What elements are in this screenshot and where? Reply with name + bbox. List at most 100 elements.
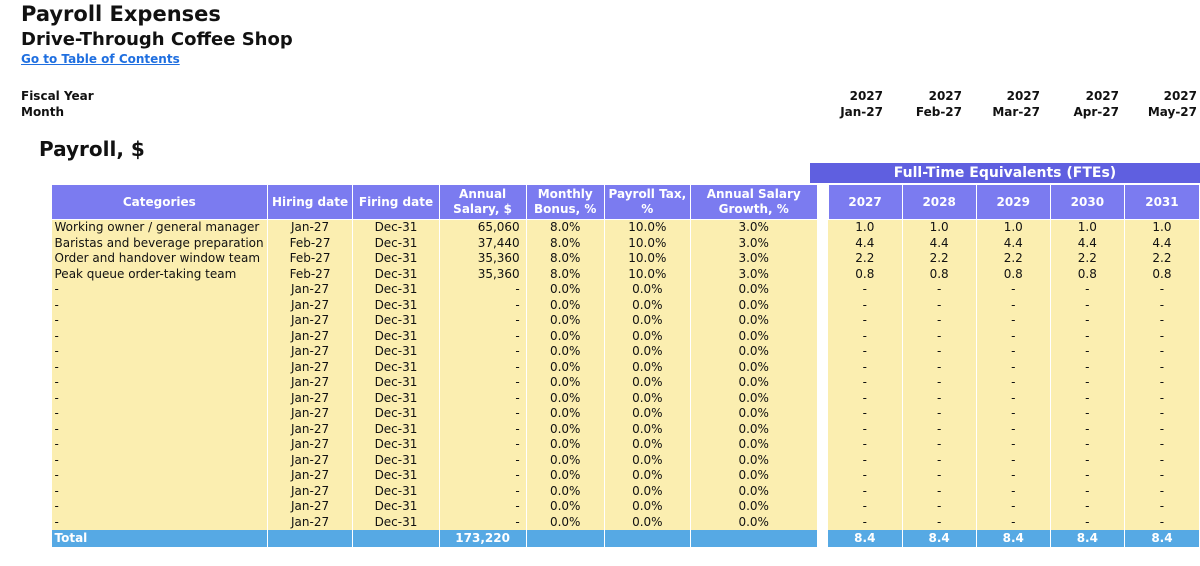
payroll-tax-cell[interactable]: 0.0% — [604, 483, 691, 499]
category-cell[interactable]: - — [51, 406, 268, 422]
category-cell[interactable]: - — [51, 452, 268, 468]
hiring-date-cell[interactable]: Jan-27 — [267, 514, 354, 530]
firing-date-cell[interactable]: Dec-31 — [352, 421, 440, 437]
salary-growth-cell[interactable]: 0.0% — [690, 297, 818, 313]
annual-salary-cell[interactable]: 65,060 — [439, 219, 527, 236]
annual-salary-cell[interactable]: - — [439, 499, 527, 515]
category-cell[interactable]: - — [51, 499, 268, 515]
category-cell[interactable]: - — [51, 390, 268, 406]
annual-salary-cell[interactable]: - — [439, 375, 527, 391]
hiring-date-cell[interactable]: Jan-27 — [267, 282, 354, 298]
annual-salary-cell[interactable]: - — [439, 390, 527, 406]
hiring-date-cell[interactable]: Jan-27 — [267, 297, 354, 313]
salary-growth-cell[interactable]: 3.0% — [690, 219, 818, 236]
firing-date-cell[interactable]: Dec-31 — [352, 235, 440, 251]
salary-growth-cell[interactable]: 3.0% — [690, 266, 818, 282]
payroll-tax-cell[interactable]: 10.0% — [604, 235, 691, 251]
monthly-bonus-cell[interactable]: 8.0% — [526, 235, 605, 251]
category-cell[interactable]: - — [51, 282, 268, 298]
salary-growth-cell[interactable]: 0.0% — [690, 499, 818, 515]
monthly-bonus-cell[interactable]: 0.0% — [526, 452, 605, 468]
salary-growth-cell[interactable]: 3.0% — [690, 235, 818, 251]
annual-salary-cell[interactable]: - — [439, 282, 527, 298]
payroll-tax-cell[interactable]: 0.0% — [604, 421, 691, 437]
payroll-tax-cell[interactable]: 0.0% — [604, 514, 691, 530]
firing-date-cell[interactable]: Dec-31 — [352, 468, 440, 484]
annual-salary-cell[interactable]: - — [439, 313, 527, 329]
annual-salary-cell[interactable]: - — [439, 359, 527, 375]
annual-salary-cell[interactable]: - — [439, 437, 527, 453]
payroll-tax-cell[interactable]: 0.0% — [604, 313, 691, 329]
monthly-bonus-cell[interactable]: 0.0% — [526, 328, 605, 344]
payroll-tax-cell[interactable]: 0.0% — [604, 452, 691, 468]
category-cell[interactable]: Baristas and beverage preparation — [51, 235, 268, 251]
monthly-bonus-cell[interactable]: 0.0% — [526, 468, 605, 484]
category-cell[interactable]: - — [51, 514, 268, 530]
hiring-date-cell[interactable]: Jan-27 — [267, 375, 354, 391]
monthly-bonus-cell[interactable]: 8.0% — [526, 251, 605, 267]
payroll-tax-cell[interactable]: 10.0% — [604, 219, 691, 236]
category-cell[interactable]: - — [51, 297, 268, 313]
monthly-bonus-cell[interactable]: 0.0% — [526, 437, 605, 453]
firing-date-cell[interactable]: Dec-31 — [352, 452, 440, 468]
payroll-tax-cell[interactable]: 0.0% — [604, 297, 691, 313]
firing-date-cell[interactable]: Dec-31 — [352, 282, 440, 298]
monthly-bonus-cell[interactable]: 0.0% — [526, 483, 605, 499]
salary-growth-cell[interactable]: 0.0% — [690, 375, 818, 391]
firing-date-cell[interactable]: Dec-31 — [352, 359, 440, 375]
monthly-bonus-cell[interactable]: 0.0% — [526, 344, 605, 360]
hiring-date-cell[interactable]: Feb-27 — [267, 235, 354, 251]
payroll-tax-cell[interactable]: 0.0% — [604, 499, 691, 515]
category-cell[interactable]: - — [51, 375, 268, 391]
firing-date-cell[interactable]: Dec-31 — [352, 406, 440, 422]
monthly-bonus-cell[interactable]: 8.0% — [526, 266, 605, 282]
category-cell[interactable]: - — [51, 468, 268, 484]
hiring-date-cell[interactable]: Jan-27 — [267, 499, 354, 515]
firing-date-cell[interactable]: Dec-31 — [352, 266, 440, 282]
payroll-tax-cell[interactable]: 0.0% — [604, 359, 691, 375]
payroll-tax-cell[interactable]: 0.0% — [604, 437, 691, 453]
monthly-bonus-cell[interactable]: 0.0% — [526, 514, 605, 530]
hiring-date-cell[interactable]: Jan-27 — [267, 437, 354, 453]
hiring-date-cell[interactable]: Jan-27 — [267, 406, 354, 422]
firing-date-cell[interactable]: Dec-31 — [352, 499, 440, 515]
firing-date-cell[interactable]: Dec-31 — [352, 437, 440, 453]
firing-date-cell[interactable]: Dec-31 — [352, 251, 440, 267]
salary-growth-cell[interactable]: 0.0% — [690, 344, 818, 360]
monthly-bonus-cell[interactable]: 0.0% — [526, 359, 605, 375]
annual-salary-cell[interactable]: 35,360 — [439, 251, 527, 267]
salary-growth-cell[interactable]: 0.0% — [690, 406, 818, 422]
monthly-bonus-cell[interactable]: 0.0% — [526, 297, 605, 313]
firing-date-cell[interactable]: Dec-31 — [352, 344, 440, 360]
category-cell[interactable]: - — [51, 313, 268, 329]
salary-growth-cell[interactable]: 0.0% — [690, 390, 818, 406]
annual-salary-cell[interactable]: - — [439, 468, 527, 484]
firing-date-cell[interactable]: Dec-31 — [352, 328, 440, 344]
toc-link[interactable]: Go to Table of Contents — [21, 52, 180, 66]
salary-growth-cell[interactable]: 0.0% — [690, 437, 818, 453]
annual-salary-cell[interactable]: - — [439, 344, 527, 360]
hiring-date-cell[interactable]: Jan-27 — [267, 344, 354, 360]
monthly-bonus-cell[interactable]: 0.0% — [526, 499, 605, 515]
payroll-tax-cell[interactable]: 10.0% — [604, 266, 691, 282]
category-cell[interactable]: Order and handover window team — [51, 251, 268, 267]
hiring-date-cell[interactable]: Jan-27 — [267, 359, 354, 375]
hiring-date-cell[interactable]: Jan-27 — [267, 421, 354, 437]
monthly-bonus-cell[interactable]: 0.0% — [526, 390, 605, 406]
hiring-date-cell[interactable]: Jan-27 — [267, 219, 354, 236]
payroll-tax-cell[interactable]: 0.0% — [604, 390, 691, 406]
monthly-bonus-cell[interactable]: 0.0% — [526, 282, 605, 298]
firing-date-cell[interactable]: Dec-31 — [352, 375, 440, 391]
monthly-bonus-cell[interactable]: 8.0% — [526, 219, 605, 236]
annual-salary-cell[interactable]: - — [439, 514, 527, 530]
category-cell[interactable]: - — [51, 359, 268, 375]
firing-date-cell[interactable]: Dec-31 — [352, 483, 440, 499]
annual-salary-cell[interactable]: - — [439, 297, 527, 313]
salary-growth-cell[interactable]: 0.0% — [690, 421, 818, 437]
category-cell[interactable]: - — [51, 328, 268, 344]
salary-growth-cell[interactable]: 0.0% — [690, 514, 818, 530]
salary-growth-cell[interactable]: 0.0% — [690, 282, 818, 298]
payroll-tax-cell[interactable]: 0.0% — [604, 406, 691, 422]
salary-growth-cell[interactable]: 0.0% — [690, 452, 818, 468]
category-cell[interactable]: - — [51, 483, 268, 499]
